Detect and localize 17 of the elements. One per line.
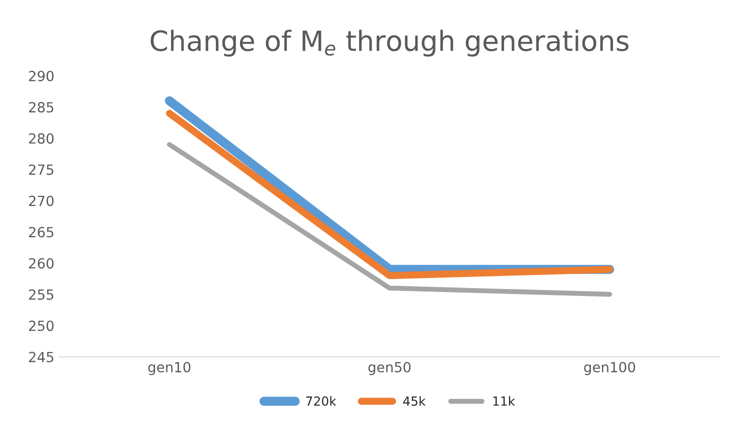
y-tick-label: 275 — [29, 164, 54, 175]
legend-label: 11k — [493, 396, 516, 406]
y-tick-label: 260 — [29, 258, 54, 269]
y-tick-label: 265 — [29, 226, 54, 238]
y-tick-label: 290 — [29, 70, 54, 82]
y-tick-label: 245 — [29, 352, 54, 362]
y-tick-label: 270 — [29, 196, 54, 206]
x-tick-label: gen50 — [368, 362, 411, 376]
y-tick-label: 250 — [29, 320, 54, 332]
legend-label: 45k — [403, 396, 426, 406]
y-tick-label: 255 — [29, 289, 54, 300]
x-tick-label: gen10 — [148, 362, 190, 376]
y-tick-label: 285 — [29, 102, 54, 113]
x-tick-label: gen100 — [584, 362, 636, 376]
y-tick-label: 280 — [29, 133, 54, 144]
chart-title: Change of M$_{e}$ through generations — [150, 30, 628, 57]
legend-label: 720k — [306, 396, 336, 406]
